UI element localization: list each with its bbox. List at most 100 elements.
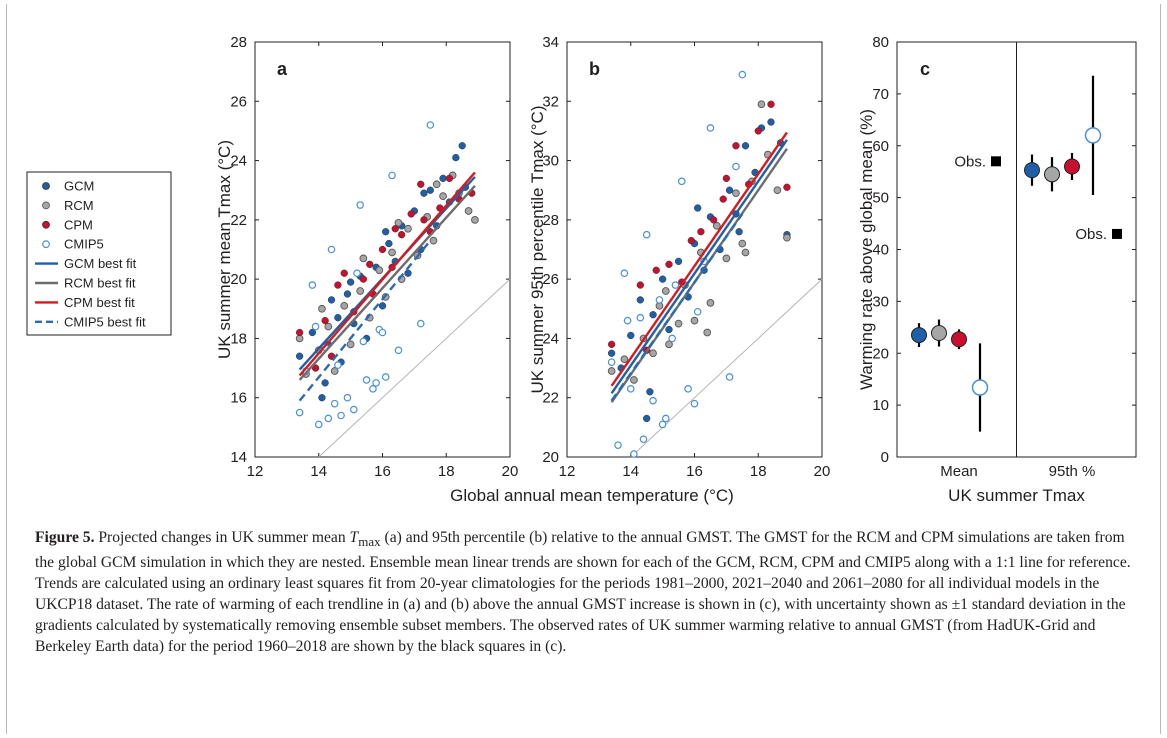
cmip5-best-fit-line — [298, 239, 432, 402]
cmip5-point — [614, 441, 622, 449]
y-tick-label: 20 — [542, 449, 559, 466]
cmip5-point — [684, 385, 692, 393]
shared-x-axis-label: Global annual mean temperature (°C) — [450, 486, 734, 505]
cpm-point — [366, 260, 374, 268]
cpm-warming-rate-point — [951, 331, 967, 348]
one-to-one-reference-line — [318, 278, 511, 458]
cmip5-point — [668, 334, 676, 343]
observed-square — [1112, 228, 1122, 239]
legend-swatch-rcm — [42, 201, 50, 210]
y-tick-label: 30 — [872, 293, 889, 310]
cmip5-point — [330, 399, 339, 408]
gcm-point — [346, 278, 355, 286]
caption-text-2: (a) and 95th percentile (b) relative to … — [35, 529, 1131, 656]
cmip5-point — [337, 411, 345, 420]
legend-label: RCM — [64, 198, 94, 213]
cmip5-point — [690, 399, 699, 408]
rcm-point — [439, 192, 447, 200]
y-tick-label: 24 — [230, 153, 247, 170]
gcm-point — [643, 414, 651, 423]
legend-box — [26, 171, 172, 336]
rcm-point — [324, 322, 333, 331]
gcm-point — [404, 269, 412, 277]
cpm-best-fit-line — [610, 131, 788, 387]
rcm-point — [318, 304, 326, 313]
cmip5-point — [655, 296, 664, 304]
panel-a-letter: a — [277, 59, 288, 79]
gcm-point — [321, 379, 329, 387]
cpm-point — [321, 316, 329, 325]
rcm-point — [741, 248, 750, 257]
rcm-best-fit-line — [610, 148, 788, 403]
cpm-point — [754, 127, 762, 135]
cpm-point — [407, 210, 415, 218]
category-label: 95th % — [1049, 463, 1096, 480]
gcm-point — [636, 296, 644, 304]
y-tick-label: 14 — [230, 449, 247, 466]
cmip5-point — [623, 316, 632, 325]
gcm-point — [674, 257, 683, 266]
figure-frame — [6, 4, 1161, 734]
cpm-warming-rate-point — [1064, 158, 1080, 175]
cpm-point — [687, 236, 695, 245]
cmip5-point — [353, 269, 361, 278]
rcm-point — [404, 224, 412, 233]
legend-label: CMIP5 — [64, 237, 104, 252]
legend-label: CMIP5 best fit — [64, 314, 146, 329]
cmip5-point — [630, 450, 638, 458]
y-tick-label: 80 — [872, 34, 889, 51]
cpm-point — [391, 225, 399, 233]
panel-c-letter: c — [920, 59, 930, 79]
legend-label: CPM best fit — [64, 295, 135, 310]
cmip5-point — [636, 313, 645, 322]
cmip5-point — [706, 124, 715, 132]
cmip5-point — [381, 373, 390, 381]
panel-b-letter: b — [589, 59, 600, 79]
y-tick-label: 16 — [230, 390, 247, 407]
rcm-point — [340, 301, 349, 310]
cmip5-point — [334, 361, 342, 369]
rcm-point — [388, 248, 396, 257]
cpm-point — [636, 281, 644, 289]
cpm-point — [359, 275, 368, 283]
y-tick-label: 28 — [230, 34, 247, 51]
cpm-point — [340, 269, 348, 277]
rcm-point — [330, 367, 339, 375]
x-tick-label: 16 — [686, 463, 703, 480]
cpm-point — [378, 245, 387, 254]
y-tick-label: 22 — [230, 212, 247, 229]
rcm-best-fit-line — [298, 184, 476, 381]
legend-label: GCM best fit — [64, 256, 137, 271]
cpm-point — [445, 174, 454, 183]
y-tick-label: 28 — [542, 212, 559, 229]
gcm-point — [452, 153, 460, 162]
rcm-point — [464, 207, 473, 215]
gcm-point — [439, 174, 447, 183]
cmip5-warming-rate-point — [1084, 127, 1102, 144]
cmip5-point — [639, 435, 648, 444]
legend-label: RCM best fit — [64, 276, 136, 291]
cmip5-point — [359, 337, 368, 346]
cmip5-point — [308, 281, 317, 289]
panel-c-x-axis-label: UK summer Tmax — [948, 486, 1085, 505]
gcm-warming-rate-point — [911, 327, 927, 344]
x-tick-label: 12 — [247, 463, 264, 480]
cpm-point — [334, 281, 342, 289]
rcm-point — [429, 236, 438, 245]
cmip5-point — [607, 358, 616, 366]
x-tick-label: 18 — [750, 463, 767, 480]
rcm-point — [356, 287, 365, 295]
gcm-point — [343, 290, 352, 298]
gcm-point — [382, 228, 390, 236]
x-tick-label: 20 — [814, 463, 831, 480]
observed-label: Obs. — [954, 153, 986, 170]
cmip5-point — [671, 281, 680, 289]
category-label: Mean — [940, 463, 978, 480]
cmip5-point — [677, 177, 686, 186]
caption-text-1: Projected changes in UK summer mean — [94, 529, 350, 546]
x-tick-label: 20 — [502, 463, 519, 480]
x-tick-label: 12 — [559, 463, 576, 480]
cmip5-point — [388, 171, 396, 180]
cmip5-point — [362, 376, 371, 384]
